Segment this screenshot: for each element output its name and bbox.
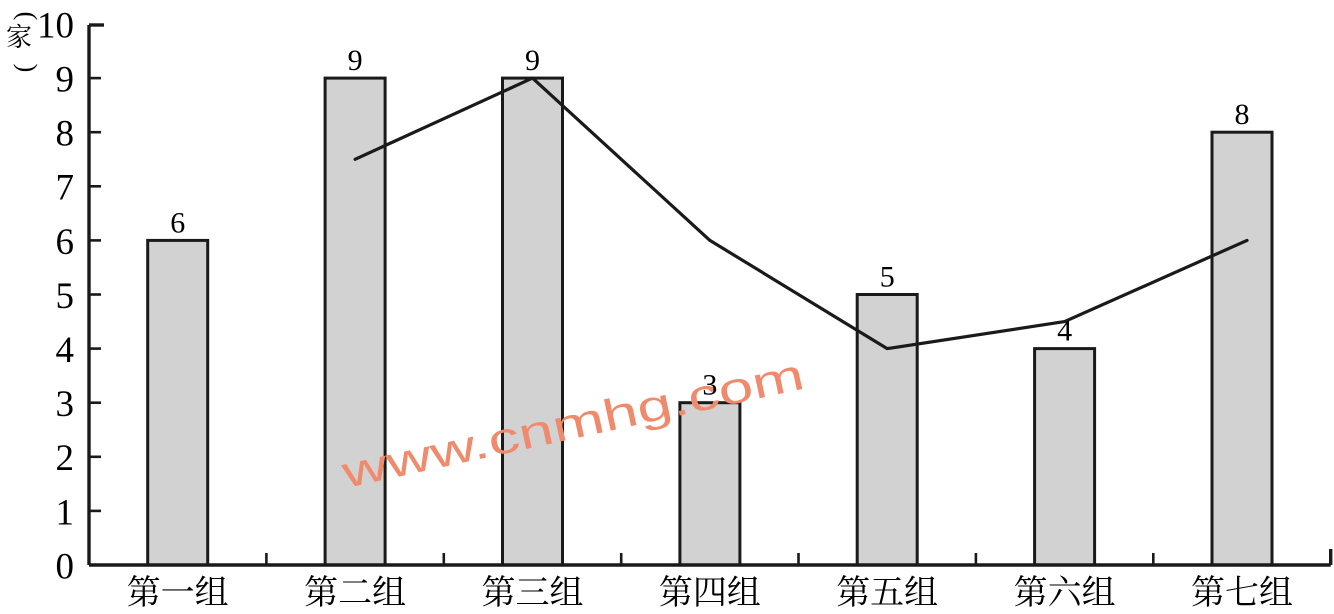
svg-text:6: 6 (56, 222, 75, 263)
svg-text:6: 6 (170, 206, 185, 239)
svg-text:(: ( (13, 12, 42, 21)
svg-text:第六组: 第六组 (1014, 574, 1116, 612)
svg-text:第二组: 第二组 (304, 574, 406, 612)
svg-text:9: 9 (348, 44, 363, 77)
svg-text:): ) (13, 64, 42, 73)
svg-text:1: 1 (56, 492, 75, 533)
svg-text:家: 家 (6, 23, 32, 52)
svg-text:9: 9 (56, 60, 75, 101)
svg-text:第一组: 第一组 (127, 574, 229, 612)
svg-text:9: 9 (525, 44, 540, 77)
svg-text:第五组: 第五组 (836, 574, 938, 612)
svg-text:4: 4 (1057, 315, 1072, 348)
svg-text:2: 2 (56, 438, 75, 479)
svg-text:7: 7 (56, 168, 75, 209)
svg-text:8: 8 (56, 114, 75, 155)
svg-text:第七组: 第七组 (1191, 574, 1293, 612)
svg-text:5: 5 (56, 276, 75, 317)
svg-text:第四组: 第四组 (659, 574, 761, 612)
svg-text:3: 3 (56, 384, 75, 425)
svg-text:0: 0 (56, 546, 75, 587)
svg-text:第三组: 第三组 (482, 574, 584, 612)
svg-text:3: 3 (702, 369, 717, 402)
svg-text:5: 5 (880, 261, 895, 294)
svg-text:8: 8 (1235, 98, 1250, 131)
svg-text:4: 4 (56, 330, 75, 371)
